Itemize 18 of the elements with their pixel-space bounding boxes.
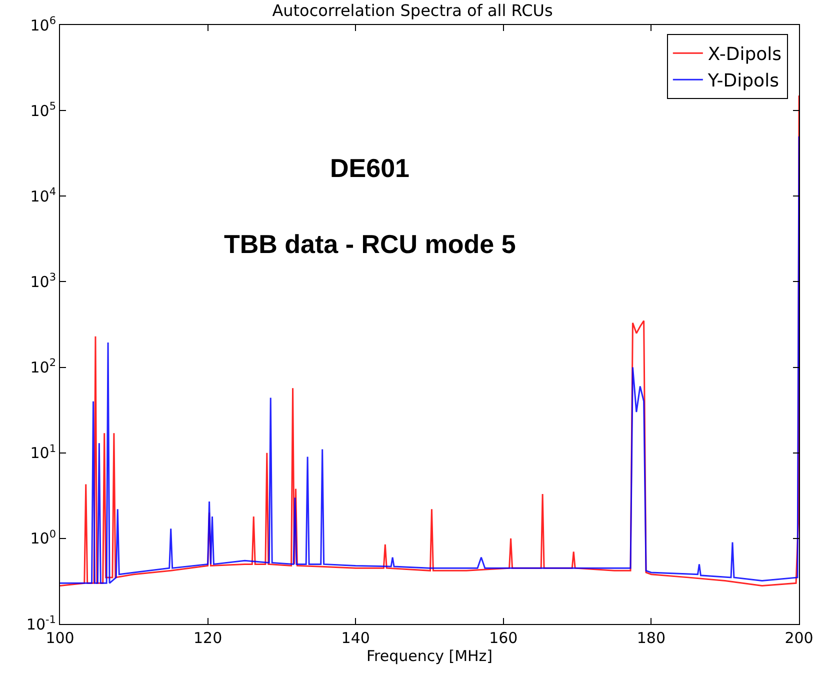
y-tick-label: 10$^{6}$ — [30, 14, 56, 34]
y-tick-label: 10$^{1}$ — [30, 442, 56, 462]
legend-label: X-Dipols — [708, 44, 782, 66]
x-tick-label: 140 — [341, 629, 370, 647]
y-tick-label: 10$^{5}$ — [30, 100, 56, 120]
y-tick-label: 10$^{0}$ — [30, 528, 56, 548]
x-axis-title: Frequency [MHz] — [366, 647, 493, 665]
x-tick-label: 160 — [489, 629, 518, 647]
legend-label: Y-Dipols — [706, 70, 779, 92]
y-tick-label: 10$^{3}$ — [30, 272, 56, 291]
y-tick-label: 10$^{2}$ — [30, 357, 56, 377]
y-tick-label: 10$^{4}$ — [30, 186, 56, 206]
chart-title: Autocorrelation Spectra of all RCUs — [272, 0, 553, 20]
x-tick-label: 120 — [193, 629, 222, 647]
annotation: DE601 — [330, 153, 410, 183]
x-tick-label: 180 — [636, 629, 666, 647]
x-tick-label: 200 — [784, 629, 814, 647]
annotation: TBB data - RCU mode 5 — [224, 229, 516, 259]
